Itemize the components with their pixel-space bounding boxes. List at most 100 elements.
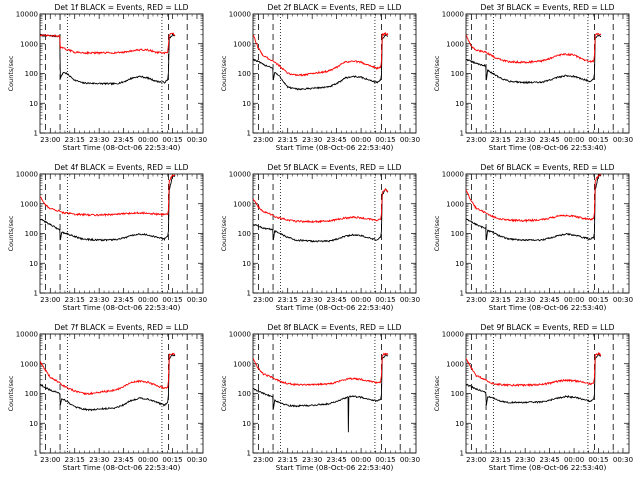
series-lld-line xyxy=(253,31,389,77)
x-axis-label: Start Time (08-Oct-06 22:53:40) xyxy=(63,303,181,312)
series-events-line xyxy=(466,354,602,406)
y-tick-label: 1 xyxy=(460,290,464,298)
panel-6: Det 6f BLACK = Events, RED = LLD Counts/s… xyxy=(433,163,633,312)
x-tick-label: 23:30 xyxy=(89,456,109,464)
x-tick-label: 23:45 xyxy=(540,136,560,144)
x-tick-label: 00:15 xyxy=(375,136,395,144)
x-tick-label: 23:00 xyxy=(466,456,486,464)
series-events-line xyxy=(466,34,602,84)
y-axis-label: Counts/sec xyxy=(220,375,228,411)
panel-5: Det 5f BLACK = Events, RED = LLD Counts/s… xyxy=(220,163,420,312)
x-axis-label: Start Time (08-Oct-06 22:53:40) xyxy=(276,463,394,472)
x-tick-label: 23:45 xyxy=(327,456,347,464)
plot-frame xyxy=(252,333,417,454)
x-tick-label: 23:00 xyxy=(466,296,486,304)
x-tick-label: 00:30 xyxy=(613,296,633,304)
panel-7: Det 7f BLACK = Events, RED = LLD Counts/s… xyxy=(7,323,207,472)
x-tick-label: 23:45 xyxy=(114,456,134,464)
plot-title: Det 4f BLACK = Events, RED = LLD xyxy=(55,163,189,172)
x-tick-label: 00:00 xyxy=(351,136,371,144)
x-tick-label: 00:15 xyxy=(375,456,395,464)
y-tick-label: 100 xyxy=(451,390,464,398)
y-tick-label: 10 xyxy=(29,260,38,268)
x-tick-label: 23:15 xyxy=(491,456,511,464)
x-tick-label: 00:30 xyxy=(187,136,207,144)
x-tick-label: 00:00 xyxy=(351,296,371,304)
x-tick-label: 23:15 xyxy=(278,456,298,464)
y-tick-label: 100 xyxy=(25,230,38,238)
y-tick-label: 1000 xyxy=(233,360,251,368)
y-tick-label: 1 xyxy=(34,450,38,458)
y-tick-label: 100 xyxy=(451,70,464,78)
y-tick-label: 1000 xyxy=(446,360,464,368)
x-tick-label: 00:00 xyxy=(138,136,158,144)
x-tick-label: 23:45 xyxy=(327,136,347,144)
x-tick-label: 23:00 xyxy=(253,296,273,304)
y-tick-label: 1000 xyxy=(20,40,38,48)
x-tick-label: 00:30 xyxy=(400,296,420,304)
y-tick-label: 1000 xyxy=(233,40,251,48)
y-axis-label: Counts/sec xyxy=(220,55,228,91)
y-axis-label: Counts/sec xyxy=(433,55,441,91)
x-axis-label: Start Time (08-Oct-06 22:53:40) xyxy=(489,463,607,472)
x-tick-label: 00:15 xyxy=(162,136,182,144)
x-tick-label: 23:30 xyxy=(515,296,535,304)
y-axis-label: Counts/sec xyxy=(7,55,15,91)
y-axis-label: Counts/sec xyxy=(433,215,441,251)
series-events-line xyxy=(40,353,176,412)
y-tick-label: 1000 xyxy=(20,200,38,208)
x-tick-label: 23:15 xyxy=(65,136,85,144)
y-axis-label: Counts/sec xyxy=(7,215,15,251)
y-tick-label: 100 xyxy=(25,390,38,398)
x-tick-label: 23:30 xyxy=(89,296,109,304)
x-tick-label: 23:15 xyxy=(278,136,298,144)
x-tick-label: 00:00 xyxy=(351,456,371,464)
plot-frame xyxy=(39,333,204,454)
y-tick-label: 1000 xyxy=(20,360,38,368)
y-tick-label: 1 xyxy=(247,130,251,138)
plot-frame xyxy=(39,13,204,134)
x-tick-label: 00:15 xyxy=(588,456,608,464)
x-tick-label: 00:15 xyxy=(588,296,608,304)
y-tick-label: 1000 xyxy=(233,200,251,208)
x-tick-label: 23:00 xyxy=(253,456,273,464)
x-tick-label: 23:00 xyxy=(40,456,60,464)
panel-8: Det 8f BLACK = Events, RED = LLD Counts/s… xyxy=(220,323,420,472)
plot-title: Det 5f BLACK = Events, RED = LLD xyxy=(268,163,402,172)
series-events-line xyxy=(466,174,602,242)
x-tick-label: 00:30 xyxy=(613,456,633,464)
x-tick-label: 23:30 xyxy=(89,136,109,144)
x-tick-label: 00:00 xyxy=(564,296,584,304)
x-tick-label: 23:45 xyxy=(114,136,134,144)
plot-title: Det 6f BLACK = Events, RED = LLD xyxy=(481,163,615,172)
y-tick-label: 10 xyxy=(29,420,38,428)
x-axis-label: Start Time (08-Oct-06 22:53:40) xyxy=(63,463,181,472)
x-tick-label: 23:15 xyxy=(278,296,298,304)
x-tick-label: 00:00 xyxy=(138,296,158,304)
x-tick-label: 23:30 xyxy=(515,456,535,464)
series-events-line xyxy=(40,175,176,242)
series-lld-line xyxy=(40,174,176,218)
y-tick-label: 10000 xyxy=(442,171,464,179)
x-tick-label: 23:45 xyxy=(114,296,134,304)
series-events-line xyxy=(40,33,176,86)
x-tick-label: 23:30 xyxy=(302,296,322,304)
x-tick-label: 00:00 xyxy=(138,456,158,464)
x-tick-label: 00:15 xyxy=(162,296,182,304)
y-tick-label: 1 xyxy=(34,130,38,138)
x-tick-label: 00:30 xyxy=(400,456,420,464)
y-tick-label: 1000 xyxy=(446,40,464,48)
y-tick-label: 100 xyxy=(238,390,251,398)
y-axis-label: Counts/sec xyxy=(7,375,15,411)
y-tick-label: 10 xyxy=(242,420,251,428)
x-tick-label: 23:15 xyxy=(65,456,85,464)
plot-frame xyxy=(252,13,417,134)
x-axis-label: Start Time (08-Oct-06 22:53:40) xyxy=(489,143,607,152)
panel-9: Det 9f BLACK = Events, RED = LLD Counts/s… xyxy=(433,323,633,472)
y-tick-label: 100 xyxy=(451,230,464,238)
y-tick-label: 10 xyxy=(242,100,251,108)
x-tick-label: 00:15 xyxy=(162,456,182,464)
x-tick-label: 00:30 xyxy=(187,456,207,464)
plot-title: Det 9f BLACK = Events, RED = LLD xyxy=(481,323,615,332)
plot-frame xyxy=(465,13,630,134)
